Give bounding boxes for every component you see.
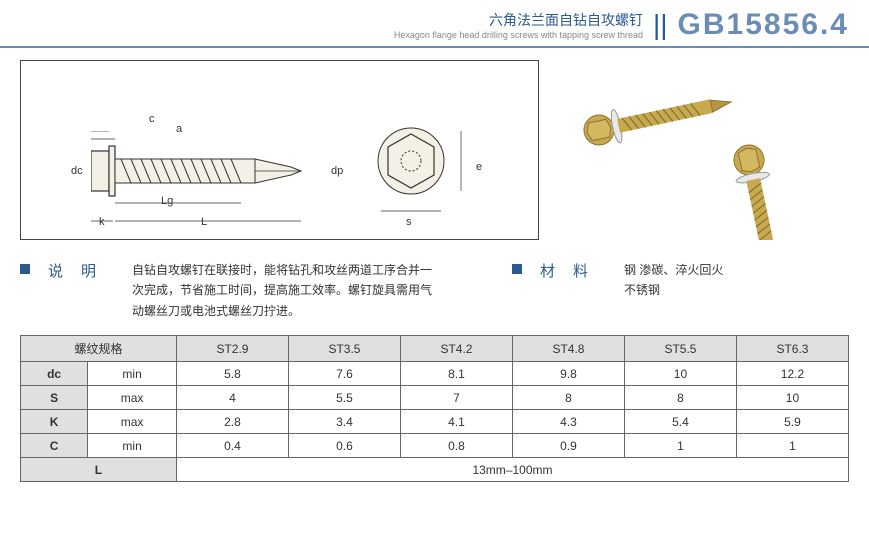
cell: 3.4 xyxy=(288,410,400,434)
cond: min xyxy=(88,362,177,386)
description-text: 自钻自攻螺钉在联接时，能将钻孔和攻丝两道工序合并一次完成，节省施工时间，提高施工… xyxy=(132,260,432,321)
cell: 8.1 xyxy=(400,362,512,386)
dim-a: a xyxy=(176,123,182,135)
cell: 8 xyxy=(624,386,736,410)
table-row: S max 4 5.5 7 8 8 10 xyxy=(21,386,849,410)
col-5: ST6.3 xyxy=(736,336,848,362)
dim-e: e xyxy=(476,161,482,173)
dim-dp: dp xyxy=(331,165,343,177)
param: C xyxy=(21,434,88,458)
cell: 7 xyxy=(400,386,512,410)
title-english: Hexagon flange head drilling screws with… xyxy=(394,30,643,40)
cell: 0.6 xyxy=(288,434,400,458)
title-block: 六角法兰面自钻自攻螺钉 Hexagon flange head drilling… xyxy=(394,10,643,40)
cell: 4.3 xyxy=(512,410,624,434)
spec-table: 螺纹规格 ST2.9 ST3.5 ST4.2 ST4.8 ST5.5 ST6.3… xyxy=(20,335,849,482)
cell: 1 xyxy=(624,434,736,458)
dim-dc: dc xyxy=(71,165,83,177)
cell: 8 xyxy=(512,386,624,410)
table-row: C min 0.4 0.6 0.8 0.9 1 1 xyxy=(21,434,849,458)
col-1: ST3.5 xyxy=(288,336,400,362)
col-3: ST4.8 xyxy=(512,336,624,362)
cell: 1 xyxy=(736,434,848,458)
dim-k: k xyxy=(99,216,105,228)
description-block: 说明 自钻自攻螺钉在联接时，能将钻孔和攻丝两道工序合并一次完成，节省施工时间，提… xyxy=(20,260,432,321)
standard-code: GB15856.4 xyxy=(678,8,849,42)
cell: 10 xyxy=(624,362,736,386)
cond: min xyxy=(88,434,177,458)
title-divider: || xyxy=(653,9,668,41)
cell: 0.8 xyxy=(400,434,512,458)
param: K xyxy=(21,410,88,434)
bullet-icon xyxy=(20,264,30,274)
product-photo xyxy=(559,60,849,240)
L-label: L xyxy=(21,458,177,482)
bullet-icon xyxy=(512,264,522,274)
screw-front-view xyxy=(361,116,481,226)
screw-photo-svg xyxy=(559,60,849,240)
header: 六角法兰面自钻自攻螺钉 Hexagon flange head drilling… xyxy=(0,0,869,48)
header-spec: 螺纹规格 xyxy=(21,336,177,362)
table-row: dc min 5.8 7.6 8.1 9.8 10 12.2 xyxy=(21,362,849,386)
col-2: ST4.2 xyxy=(400,336,512,362)
cell: 4 xyxy=(176,386,288,410)
table-row: K max 2.8 3.4 4.1 4.3 5.4 5.9 xyxy=(21,410,849,434)
table-header-row: 螺纹规格 ST2.9 ST3.5 ST4.2 ST4.8 ST5.5 ST6.3 xyxy=(21,336,849,362)
col-4: ST5.5 xyxy=(624,336,736,362)
cell: 5.5 xyxy=(288,386,400,410)
material-text: 钢 渗碳、淬火回火 不锈钢 xyxy=(624,260,723,301)
cell: 0.9 xyxy=(512,434,624,458)
param: dc xyxy=(21,362,88,386)
cond: max xyxy=(88,410,177,434)
cond: max xyxy=(88,386,177,410)
material-label: 材料 xyxy=(540,260,606,281)
dim-c: c xyxy=(149,113,155,125)
technical-diagram: c a dc Lg k L dp s e xyxy=(20,60,539,240)
cell: 5.4 xyxy=(624,410,736,434)
cell: 5.9 xyxy=(736,410,848,434)
cell: 2.8 xyxy=(176,410,288,434)
cell: 5.8 xyxy=(176,362,288,386)
dim-L: L xyxy=(201,216,207,228)
cell: 9.8 xyxy=(512,362,624,386)
cell: 12.2 xyxy=(736,362,848,386)
cell: 7.6 xyxy=(288,362,400,386)
table-row-L: L 13mm–100mm xyxy=(21,458,849,482)
screw-side-view xyxy=(91,131,351,231)
title-chinese: 六角法兰面自钻自攻螺钉 xyxy=(394,10,643,30)
material-block: 材料 钢 渗碳、淬火回火 不锈钢 xyxy=(512,260,723,321)
cell: 0.4 xyxy=(176,434,288,458)
figure-row: c a dc Lg k L dp s e xyxy=(0,48,869,252)
col-0: ST2.9 xyxy=(176,336,288,362)
dim-Lg: Lg xyxy=(161,195,173,207)
dim-s: s xyxy=(406,216,412,228)
cell: 4.1 xyxy=(400,410,512,434)
description-row: 说明 自钻自攻螺钉在联接时，能将钻孔和攻丝两道工序合并一次完成，节省施工时间，提… xyxy=(0,252,869,335)
param: S xyxy=(21,386,88,410)
L-range: 13mm–100mm xyxy=(176,458,848,482)
description-label: 说明 xyxy=(48,260,114,281)
cell: 10 xyxy=(736,386,848,410)
